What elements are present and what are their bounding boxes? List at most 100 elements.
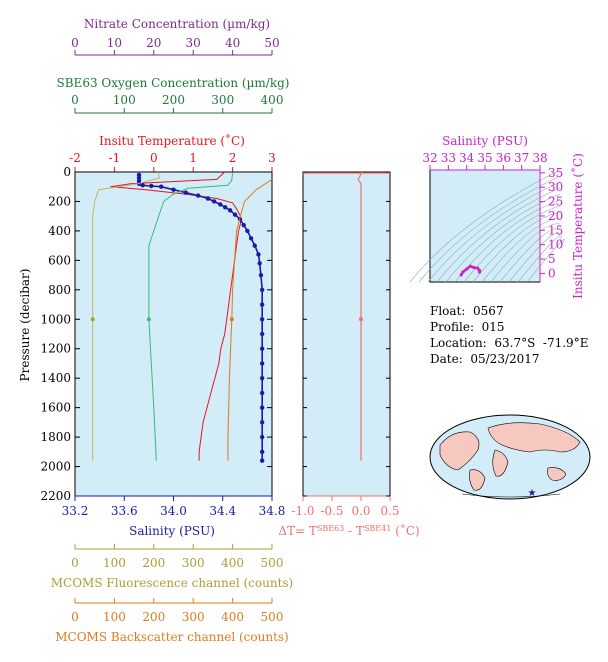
backscatter-tick-label: 100 <box>103 610 126 624</box>
salinity-profile-point <box>259 458 265 463</box>
oxygen-tick-label: 300 <box>211 93 234 107</box>
ts-temperature-tick-label: 30 <box>548 180 563 194</box>
temperature-tick-label: -2 <box>69 151 81 165</box>
pressure-tick-label: 800 <box>48 283 71 297</box>
salinity-profile-point <box>256 252 261 257</box>
fluorescence-sample-point <box>90 317 95 322</box>
pressure-tick-label: 200 <box>48 194 71 208</box>
oxygen-axis-title: SBE63 Oxygen Concentration (µm/kg) <box>57 76 290 90</box>
salinity-profile-point <box>183 190 189 195</box>
salinity-tick-label: 34.0 <box>160 504 187 518</box>
temperature-axis-title: Insitu Temperature (˚C) <box>99 133 245 148</box>
delta-t-plot-area <box>302 171 391 497</box>
oxygen-axis: 0 100 200 300 400 <box>71 93 284 114</box>
salinity-profile-point <box>149 183 154 189</box>
ts-plot-area <box>429 169 541 283</box>
float-location-star-icon: ★ <box>528 488 537 499</box>
oxygen-profile-line <box>148 173 234 461</box>
fluorescence-profile-line <box>92 171 161 461</box>
ts-point <box>477 270 482 274</box>
salinity-tick-label: 33.2 <box>62 504 89 518</box>
ts-point <box>472 266 476 270</box>
salinity-profile-point <box>257 261 262 266</box>
salinity-profile-point <box>248 236 254 241</box>
pressure-tick-label: 1000 <box>40 312 71 326</box>
date-label: Date: 05/23/2017 <box>430 352 540 366</box>
salinity-profile-point <box>259 317 265 322</box>
temperature-axis: -2 -1 0 1 2 3 <box>69 151 276 173</box>
pressure-tick-label: 2000 <box>40 460 71 474</box>
delta-t-axis: -1.0 -0.5 0.0 0.5 <box>291 171 400 518</box>
ts-salinity-tick-label: 38 <box>532 151 547 165</box>
salinity-profile-point <box>259 346 265 351</box>
temperature-tick-label: 1 <box>189 151 197 165</box>
salinity-profile-point <box>241 222 246 228</box>
fluorescence-tick-label: 500 <box>261 556 284 570</box>
backscatter-tick-label: 0 <box>71 610 79 624</box>
delta-t-line <box>357 171 363 461</box>
ts-point <box>465 267 469 271</box>
salinity-profile-point <box>259 449 265 455</box>
delta-t-tick-label: 0.5 <box>380 504 399 518</box>
salinity-tick-label: 34.8 <box>259 504 286 518</box>
oxygen-tick-label: 400 <box>261 93 284 107</box>
salinity-profile-point <box>211 199 217 204</box>
ts-salinity-tick-label: 34 <box>459 151 475 165</box>
oxygen-sample-point <box>146 317 151 322</box>
oxygen-tick-label: 0 <box>71 93 79 107</box>
salinity-profile-point <box>195 193 201 198</box>
ts-salinity-tick-label: 35 <box>477 151 492 165</box>
salinity-profile-point <box>259 390 265 396</box>
salinity-profile-point <box>259 287 265 293</box>
world-map-icon: ★ <box>429 414 591 500</box>
delta-t-sample-point <box>359 317 363 322</box>
oxygen-tick-label: 100 <box>113 93 136 107</box>
nitrate-axis: 0 10 20 30 40 50 <box>71 36 280 56</box>
pressure-tick-label: 1600 <box>40 401 71 415</box>
temperature-tick-label: 2 <box>229 151 237 165</box>
pressure-tick-label: 1200 <box>40 342 71 356</box>
pressure-tick-label: 1400 <box>40 371 71 385</box>
ts-temperature-tick-label: 10 <box>548 238 563 252</box>
nitrate-tick-label: 20 <box>146 36 161 50</box>
ts-salinity-axis-title: Salinity (PSU) <box>442 134 528 148</box>
salinity-profile-point <box>259 302 265 307</box>
backscatter-tick-label: 500 <box>261 610 284 624</box>
main-plot-series <box>90 171 273 463</box>
salinity-profile-point <box>259 361 265 366</box>
ts-salinity-tick-label: 37 <box>514 151 529 165</box>
salinity-profile-point <box>232 212 238 217</box>
salinity-profile-point <box>259 405 265 410</box>
salinity-profile-point <box>171 187 176 192</box>
pressure-axis: 0 200 400 600 800 1000 1200 1400 1600 1800 2000 220… <box>40 165 272 503</box>
delta-t-axis-title: ΔT= TSBE63 - TSBE41 (˚C) <box>278 523 419 538</box>
pressure-axis-title: Pressure (decibar) <box>18 269 32 382</box>
ts-salinity-tick-label: 36 <box>496 151 511 165</box>
salinity-tick-label: 33.6 <box>111 504 138 518</box>
main-plot-area <box>74 171 273 497</box>
ts-temperature-tick-label: 0 <box>548 266 556 280</box>
temperature-tick-label: 3 <box>268 151 276 165</box>
ts-temperature-tick-label: 35 <box>548 166 563 180</box>
nitrate-tick-label: 40 <box>225 36 240 50</box>
pressure-tick-label: 400 <box>48 224 71 238</box>
salinity-profile-point <box>258 272 264 278</box>
ts-density-contours <box>409 169 565 283</box>
ts-point <box>476 266 480 270</box>
ts-point <box>468 264 472 268</box>
ts-temperature-tick-label: 20 <box>548 209 563 223</box>
backscatter-tick-label: 200 <box>142 610 165 624</box>
fluorescence-tick-label: 400 <box>221 556 244 570</box>
nitrate-tick-label: 30 <box>186 36 201 50</box>
fluorescence-tick-label: 300 <box>182 556 205 570</box>
salinity-profile-point <box>140 183 145 188</box>
location-label: Location: 63.7°S -71.9°E <box>430 336 589 350</box>
ts-salinity-tick-label: 32 <box>422 151 437 165</box>
backscatter-tick-label: 400 <box>221 610 244 624</box>
salinity-tick-label: 34.4 <box>209 504 236 518</box>
backscatter-sample-point <box>229 317 234 322</box>
ts-temperature-tick-label: 25 <box>548 195 563 209</box>
salinity-axis-title: Salinity (PSU) <box>129 524 215 538</box>
